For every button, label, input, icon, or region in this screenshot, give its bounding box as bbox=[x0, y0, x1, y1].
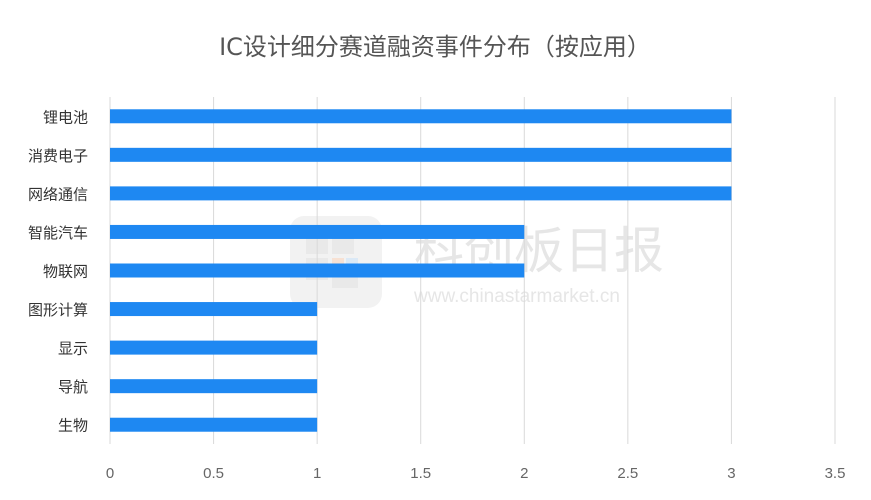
tick-labels: 0 0.5 1 1.5 2 2.5 3 3.5 bbox=[106, 465, 846, 482]
chart-title: IC设计细分赛道融资事件分布（按应用） bbox=[219, 33, 651, 61]
x-tick-label: 2.5 bbox=[617, 465, 638, 482]
category-label: 物联网 bbox=[43, 263, 88, 281]
category-label: 锂电池 bbox=[43, 108, 88, 126]
x-tick-label: 2 bbox=[520, 465, 528, 482]
bar bbox=[110, 302, 318, 317]
bar bbox=[110, 186, 732, 201]
category-label: 网络通信 bbox=[28, 185, 88, 203]
bars bbox=[110, 109, 732, 432]
bar bbox=[110, 147, 732, 162]
x-tick-label: 0 bbox=[106, 465, 114, 482]
bar bbox=[110, 109, 732, 124]
category-label: 显示 bbox=[58, 340, 88, 358]
category-label: 消费电子 bbox=[28, 147, 88, 165]
bar bbox=[110, 417, 318, 432]
watermark-url: www.chinastarmarket.cn bbox=[413, 286, 620, 307]
x-tick-label: 3.5 bbox=[825, 465, 846, 482]
category-label: 智能汽车 bbox=[28, 224, 88, 242]
bar bbox=[110, 340, 318, 355]
bar bbox=[110, 224, 525, 239]
x-tick-label: 1 bbox=[313, 465, 321, 482]
bar bbox=[110, 263, 525, 278]
x-tick-label: 1.5 bbox=[410, 465, 431, 482]
x-tick-label: 0.5 bbox=[203, 465, 224, 482]
category-label: 图形计算 bbox=[28, 301, 88, 319]
category-label: 导航 bbox=[58, 378, 88, 396]
bar bbox=[110, 379, 318, 394]
x-tick-label: 3 bbox=[727, 465, 735, 482]
category-label: 生物 bbox=[58, 417, 88, 435]
